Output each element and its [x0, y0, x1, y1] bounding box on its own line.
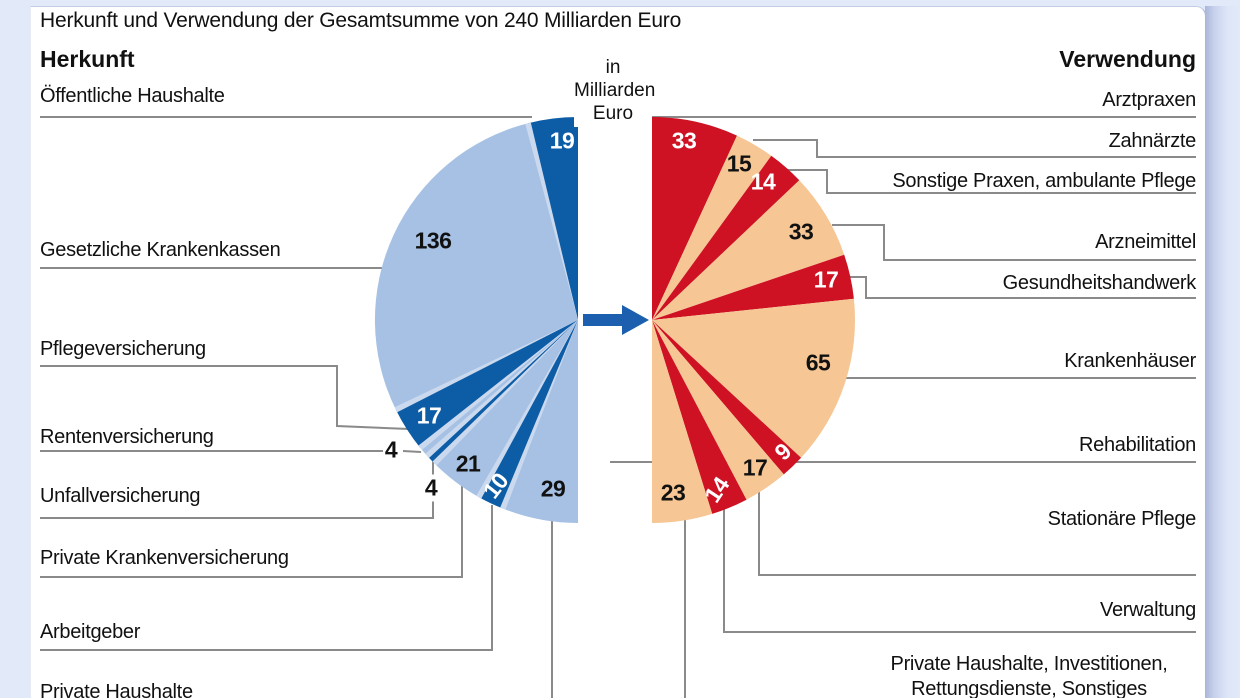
label-herkunft-6: Arbeitgeber: [40, 621, 141, 643]
slice-right-7: [652, 320, 784, 500]
value-right-7: 17: [742, 454, 768, 481]
slice-separator-4: [432, 320, 578, 466]
label-herkunft-1: Gesetzliche Krankenkassen: [40, 239, 281, 261]
leader-line-13: [850, 276, 1196, 299]
slice-left-5: [434, 320, 578, 498]
label-verwendung-6: Rehabilitation: [1079, 434, 1196, 456]
value-left-5: 21: [455, 450, 481, 477]
label-herkunft-0: Öffentliche Haushalte: [40, 85, 225, 107]
label-herkunft-2: Pflegeversicherung: [40, 338, 206, 360]
slice-left-4: [427, 320, 578, 464]
slice-right-0: [652, 116, 737, 320]
leader-line-16: [758, 490, 1196, 576]
leader-line-7: [40, 484, 463, 578]
leader-line-11: [787, 169, 1196, 194]
label-herkunft-5: Private Krankenversicherung: [40, 547, 289, 569]
label-verwendung-5: Krankenhäuser: [1064, 350, 1196, 372]
value-left-3: 4: [384, 436, 398, 463]
leader-line-17: [723, 508, 1196, 633]
value-left-4: 4: [424, 474, 438, 502]
label-verwendung-9: Private Haushalte, Investitionen, Rettun…: [890, 653, 1168, 698]
slice-separator-5: [476, 320, 578, 499]
label-verwendung-7: Stationäre Pflege: [1047, 508, 1197, 530]
label-verwendung-4: Gesundheitshandwerk: [1002, 272, 1197, 294]
value-right-9: 23: [660, 479, 686, 506]
slice-separator-2: [418, 320, 578, 450]
leader-line-3: [40, 365, 410, 430]
pie-herkunft: [374, 116, 578, 523]
label-verwendung-2: Sonstige Praxen, ambulante Pflege: [892, 170, 1196, 192]
leader-lines: [40, 116, 1196, 698]
flow-arrow-icon: [583, 305, 649, 335]
leader-line-10: [753, 139, 1196, 158]
label-herkunft-7: Private Haushalte: [40, 681, 193, 698]
label-verwendung-8: Verwaltung: [1100, 599, 1196, 621]
label-verwendung-3: Arzneimittel: [1095, 231, 1196, 253]
value-right-3: 33: [788, 218, 814, 245]
slice-right-1: [652, 135, 772, 320]
slice-right-5: [652, 298, 856, 458]
value-right-2: 14: [750, 168, 776, 195]
label-verwendung-1: Zahnärzte: [1108, 130, 1197, 152]
value-right-5: 65: [805, 349, 831, 376]
leader-line-8: [40, 505, 493, 651]
value-right-0: 33: [671, 127, 697, 154]
leader-line-5: [402, 450, 422, 453]
slice-separator-1: [394, 320, 578, 413]
chart-title: Herkunft und Verwendung der Gesamtsumme …: [40, 9, 682, 32]
slice-left-6: [478, 320, 578, 509]
pie-verwendung: [652, 116, 856, 523]
page-scroll-gutter: [1205, 6, 1240, 698]
slice-right-9: [652, 320, 713, 523]
slice-left-3: [420, 320, 578, 456]
slice-right-4: [652, 254, 854, 320]
label-herkunft-3: Rentenversicherung: [40, 426, 214, 448]
leader-line-12: [832, 224, 1196, 261]
slice-right-8: [652, 320, 747, 514]
slice-separator-6: [500, 320, 578, 510]
slice-left-1: [374, 123, 578, 410]
left-column-header: Herkunft: [40, 46, 135, 72]
value-left-2: 17: [416, 402, 442, 429]
slice-right-6: [652, 320, 802, 475]
slice-left-7: [502, 320, 578, 523]
right-column-header: Verwendung: [1059, 46, 1196, 72]
unit-note: in Milliarden Euro: [574, 56, 655, 127]
label-verwendung-0: Arztpraxen: [1102, 89, 1196, 111]
label-herkunft-4: Unfallversicherung: [40, 485, 201, 507]
value-left-1: 136: [414, 227, 452, 254]
slice-right-2: [652, 155, 800, 320]
slice-separator-0: [525, 122, 578, 320]
value-right-4: 17: [813, 266, 839, 293]
slice-separator-3: [425, 320, 578, 458]
slice-right-3: [652, 180, 845, 320]
value-left-7: 29: [540, 475, 566, 502]
value-right-1: 15: [726, 150, 752, 177]
slice-left-2: [395, 320, 578, 448]
value-left-0: 19: [549, 127, 575, 154]
